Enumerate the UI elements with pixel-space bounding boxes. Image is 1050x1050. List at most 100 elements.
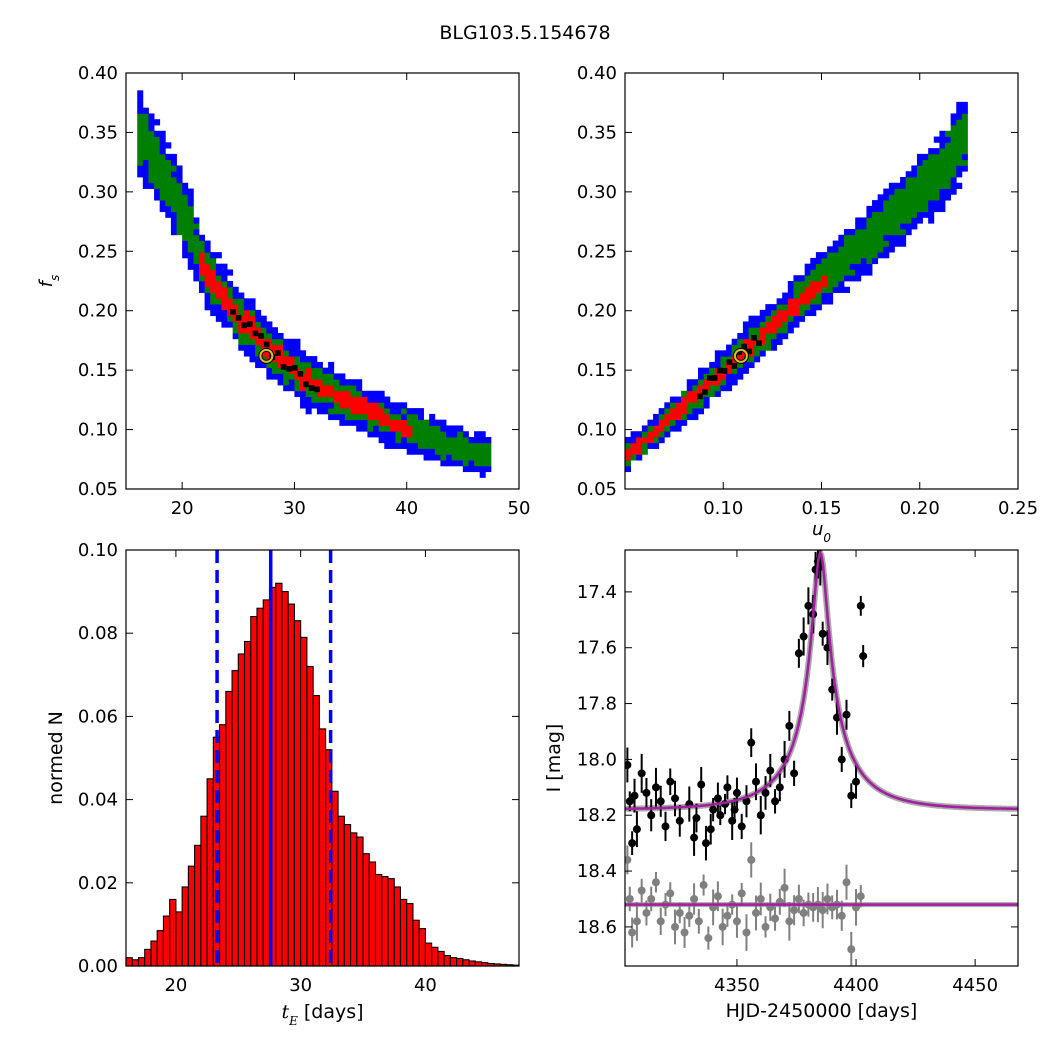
heatmap-cell: [193, 229, 200, 236]
heatmap-cell: [765, 344, 772, 351]
data-point: [642, 908, 651, 917]
heatmap-cell: [911, 182, 918, 189]
heatmap-cell: [765, 321, 772, 328]
heatmap-cell: [653, 442, 660, 449]
heatmap-cell-best: [741, 343, 747, 350]
heatmap-cell: [451, 454, 458, 461]
heatmap-cell: [423, 442, 430, 449]
histogram-bar: [468, 960, 476, 967]
heatmap-cell: [928, 159, 935, 166]
heatmap-cell: [479, 437, 486, 444]
heatmap-cell: [939, 130, 946, 137]
heatmap-cell-best: [308, 385, 315, 391]
heatmap-cell: [457, 448, 464, 455]
heatmap-cell: [277, 344, 284, 351]
heatmap-cell: [916, 165, 923, 172]
heatmap-cell: [373, 431, 380, 438]
heatmap-cell: [339, 373, 346, 380]
histogram-bar: [287, 603, 295, 967]
heatmap-cell: [384, 437, 391, 444]
heatmap-cell: [204, 240, 211, 247]
heatmap-cell: [922, 200, 929, 207]
heatmap-cell: [311, 402, 318, 409]
heatmap-cell: [154, 171, 161, 178]
heatmap-cell: [782, 292, 789, 299]
heatmap-cell: [271, 350, 278, 357]
model-band: [625, 550, 1018, 812]
heatmap-cell-best: [721, 368, 728, 374]
heatmap-cell: [658, 413, 665, 421]
heatmap-cell: [697, 385, 704, 392]
data-point: [847, 791, 856, 800]
x-axis-label: tE [days]: [281, 1001, 363, 1028]
heatmap-cell: [159, 136, 166, 143]
data-point: [837, 911, 846, 920]
heatmap-cell: [894, 217, 901, 224]
heatmap-cell: [883, 234, 890, 241]
heatmap-cell: [159, 130, 166, 137]
heatmap-cell: [215, 263, 222, 270]
heatmap-cell: [911, 205, 918, 213]
heatmap-cell: [406, 448, 413, 455]
heatmap-cell: [457, 437, 464, 444]
heatmap-cell: [232, 333, 239, 340]
heatmap-cell: [877, 229, 884, 236]
data-point: [706, 825, 715, 834]
heatmap-cell: [154, 130, 161, 137]
heatmap-cell: [361, 425, 368, 432]
heatmap-cell: [328, 385, 335, 392]
heatmap-cell: [462, 448, 469, 455]
heatmap-cell: [462, 465, 469, 473]
heatmap-cell: [137, 136, 144, 143]
heatmap-cell: [838, 246, 845, 253]
heatmap-cell: [714, 361, 721, 369]
heatmap-cell: [238, 333, 245, 340]
heatmap-cell: [215, 286, 222, 293]
heatmap-cell: [714, 385, 721, 392]
heatmap-cell: [787, 286, 794, 293]
heatmap-cell: [883, 229, 890, 236]
y-tick-label: 0.35: [577, 122, 617, 143]
heatmap-cell: [849, 269, 856, 276]
data-point: [709, 805, 718, 814]
heatmap-cell: [176, 188, 183, 195]
heatmap-cell: [182, 229, 189, 236]
heatmap-cell: [446, 442, 453, 449]
histogram-bar: [412, 919, 420, 967]
heatmap-cell: [406, 413, 413, 421]
heatmap-cell: [664, 402, 671, 409]
heatmap-cell: [776, 333, 783, 340]
heatmap-cell: [956, 101, 963, 109]
heatmap-cell: [283, 367, 290, 374]
heatmap-cell: [681, 413, 688, 421]
heatmap-cell: [911, 194, 918, 201]
heatmap-cell: [373, 408, 380, 415]
heatmap-cell: [703, 373, 710, 380]
heatmap-cell: [356, 396, 363, 403]
heatmap-cell: [165, 165, 172, 172]
heatmap-cell: [373, 390, 380, 397]
histogram-bar: [225, 690, 233, 967]
y-tick-label: 17.4: [577, 582, 617, 603]
data-point: [723, 783, 732, 792]
heatmap-cell: [154, 165, 161, 172]
data-point: [666, 777, 675, 786]
heatmap-cell: [378, 413, 385, 421]
data-point: [742, 797, 751, 806]
data-point: [761, 788, 770, 797]
heatmap-cell: [137, 119, 144, 126]
heatmap-cell: [731, 367, 738, 374]
heatmap-cell: [810, 304, 817, 311]
heatmap-cell: [916, 217, 923, 224]
heatmap-cell: [928, 194, 935, 201]
heatmap-cell: [344, 379, 351, 386]
heatmap-cell: [154, 177, 161, 184]
heatmap-cell: [221, 263, 228, 270]
heatmap-cell: [832, 257, 839, 265]
data-point: [856, 892, 865, 901]
heatmap-cell: [417, 425, 424, 432]
heatmap-cell: [782, 333, 789, 340]
heatmap-cell: [956, 113, 963, 120]
heatmap-cell: [928, 205, 935, 213]
heatmap-cell: [821, 263, 828, 270]
